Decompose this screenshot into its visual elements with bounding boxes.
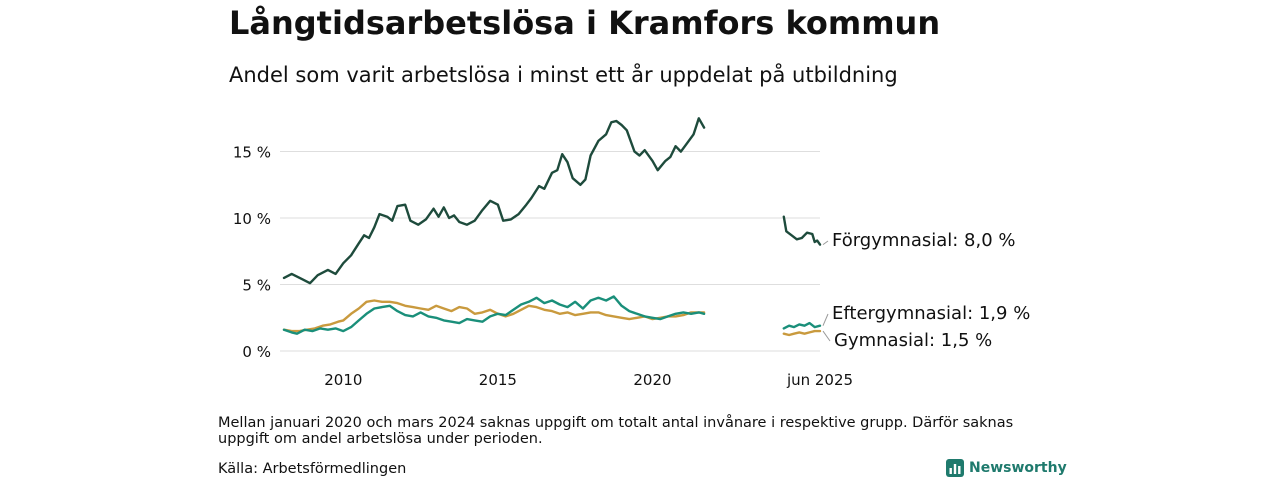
y-tick-label-0: 0 %: [242, 343, 271, 361]
newsworthy-logo-icon: [946, 459, 964, 477]
end-label-gymnasial: Gymnasial: 1,5 %: [834, 330, 992, 351]
chart-subtitle: Andel som varit arbetslösa i minst ett å…: [229, 63, 898, 87]
x-tick-label-3: jun 2025: [786, 371, 853, 389]
end-label-leader-förgymnasial: [822, 240, 829, 246]
x-axis-tick-labels: 2010 2015 2020 jun 2025: [324, 371, 853, 389]
brand-logo[interactable]: Newsworthy: [946, 459, 1067, 477]
series-end-labels: Förgymnasial: 8,0 % Eftergymnasial: 1,9 %…: [822, 230, 1030, 351]
series-lines: [282, 117, 822, 337]
line-chart: 0 % 5 % 10 % 15 % 2010 2015 2020 jun 2025 Förg…: [233, 117, 1030, 389]
chart-footnote: Mellan januari 2020 och mars 2024 saknas…: [218, 415, 1014, 447]
grid-lines: [280, 151, 820, 352]
series-line-eftergymnasial: [282, 295, 822, 335]
y-axis-tick-labels: 0 % 5 % 10 % 15 %: [233, 144, 271, 361]
source-text: Källa: Arbetsförmedlingen: [218, 461, 407, 477]
end-label-förgymnasial: Förgymnasial: 8,0 %: [832, 230, 1016, 251]
y-tick-label-15: 15 %: [233, 144, 271, 162]
brand-name: Newsworthy: [969, 460, 1067, 476]
y-tick-label-5: 5 %: [242, 277, 271, 295]
y-tick-label-10: 10 %: [233, 210, 271, 228]
x-tick-label-2: 2020: [633, 371, 671, 389]
series-line-gymnasial: [282, 299, 822, 337]
x-tick-label-1: 2015: [479, 371, 517, 389]
end-label-eftergymnasial: Eftergymnasial: 1,9 %: [832, 303, 1030, 324]
end-label-leader-gymnasial: [822, 330, 831, 342]
chart-title: Långtidsarbetslösa i Kramfors kommun: [229, 4, 941, 42]
x-tick-label-0: 2010: [324, 371, 362, 389]
end-label-leader-eftergymnasial: [822, 313, 829, 326]
series-line-förgymnasial: [282, 117, 822, 285]
